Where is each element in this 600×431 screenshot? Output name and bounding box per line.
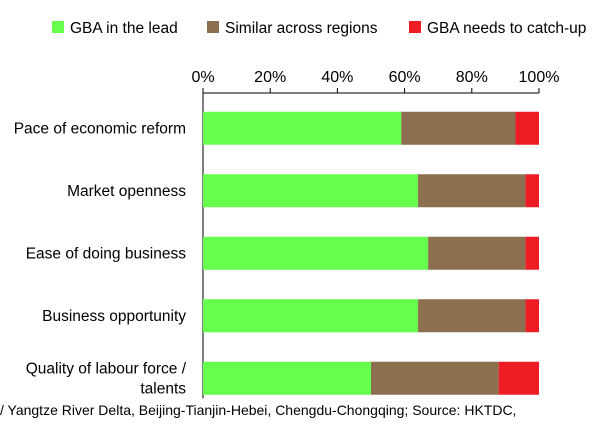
bar-segment — [525, 299, 539, 333]
bar-segment — [525, 236, 539, 270]
category-label: Market openness — [67, 183, 186, 200]
category-label: Ease of doing business — [26, 245, 187, 262]
category-label: Business opportunity — [42, 308, 186, 325]
category-labels: Pace of economic reform Market openness Ea… — [14, 120, 187, 397]
legend-label: Similar across regions — [225, 20, 378, 37]
bar-segment — [525, 174, 539, 208]
x-tick-label: 80% — [456, 69, 488, 86]
footnote: / Yangtze River Delta, Beijing-Tianjin-H… — [0, 402, 517, 418]
legend-swatch — [207, 21, 219, 33]
legend-swatch — [52, 21, 64, 33]
bar-segment — [401, 111, 516, 145]
x-tick-label: 0% — [191, 69, 214, 86]
legend: GBA in the lead Similar across regions GBA… — [52, 20, 586, 37]
bar-segment — [203, 236, 429, 270]
bar-segment — [418, 299, 526, 333]
legend-label: GBA needs to catch-up — [427, 20, 586, 37]
x-tick-label: 20% — [254, 69, 286, 86]
bar-segment — [371, 361, 499, 395]
bars — [203, 111, 539, 395]
bar-segment — [203, 299, 419, 333]
bar-segment — [203, 361, 371, 395]
category-label: Pace of economic reform — [14, 120, 186, 137]
x-tick-label: 40% — [321, 69, 353, 86]
bar-segment — [418, 174, 526, 208]
category-label: Quality of labour force / talents — [26, 360, 187, 397]
bar-segment — [203, 111, 402, 145]
x-tick-label: 100% — [519, 69, 560, 86]
stacked-bar-chart: GBA in the lead Similar across regions GBA… — [14, 20, 586, 399]
bar-segment — [515, 111, 539, 145]
bar-segment — [498, 361, 539, 395]
legend-label: GBA in the lead — [70, 20, 178, 37]
x-tick-label: 60% — [389, 69, 421, 86]
bar-segment — [428, 236, 526, 270]
legend-swatch — [409, 21, 421, 33]
bar-segment — [203, 174, 419, 208]
